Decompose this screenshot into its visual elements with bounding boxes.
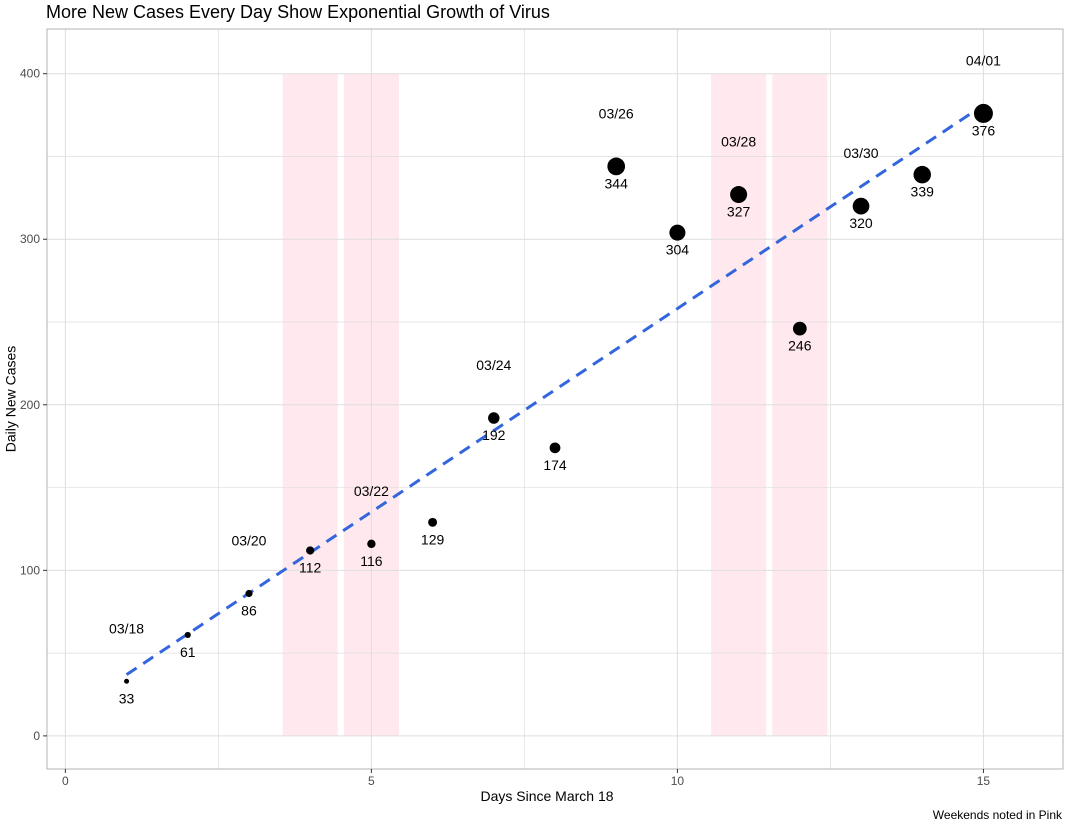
date-label-7: 03/30: [844, 145, 879, 161]
y-tick-label-300: 300: [20, 232, 40, 246]
value-label-13: 320: [849, 215, 873, 231]
value-label-6: 129: [421, 531, 445, 547]
trend-layer: [125, 103, 985, 676]
point-labels: 33 61 86 112 116 129 192 174 344 304 327 246 320 339 3…: [109, 52, 1001, 706]
value-label-9: 344: [605, 175, 629, 191]
data-point-9: [607, 157, 626, 176]
x-axis-ticks: 0 5 10 15: [62, 769, 990, 788]
data-point-12: [792, 321, 807, 336]
data-point-6: [428, 517, 438, 527]
data-point-13: [852, 197, 870, 215]
chart-title: More New Cases Every Day Show Exponentia…: [46, 2, 550, 22]
value-label-3: 86: [241, 603, 257, 619]
y-tick-label-200: 200: [20, 398, 40, 412]
date-label-4: 03/24: [476, 357, 511, 373]
data-point-1: [124, 678, 130, 684]
data-point-3: [245, 589, 253, 598]
value-label-10: 304: [666, 242, 690, 258]
trend-line: [125, 103, 985, 676]
value-label-8: 174: [543, 457, 567, 473]
date-label-1: 03/18: [109, 620, 144, 636]
data-point-11: [730, 186, 748, 204]
data-point-8: [549, 442, 561, 454]
data-point-7: [488, 412, 500, 424]
data-point-15: [973, 103, 993, 123]
chart-caption: Weekends noted in Pink: [932, 808, 1062, 822]
y-axis-title: Daily New Cases: [3, 346, 19, 453]
x-tick-label-0: 0: [62, 774, 69, 788]
x-tick-label-15: 15: [977, 774, 991, 788]
date-label-8: 04/01: [966, 52, 1001, 68]
data-points: [124, 103, 993, 684]
date-label-3: 03/22: [354, 483, 389, 499]
value-label-1: 33: [119, 690, 135, 706]
y-tick-label-400: 400: [20, 67, 40, 81]
data-point-14: [913, 165, 931, 184]
y-tick-label-0: 0: [33, 729, 40, 743]
value-label-5: 116: [360, 553, 383, 569]
value-label-11: 327: [727, 204, 751, 220]
x-tick-label-5: 5: [368, 774, 375, 788]
value-label-4: 112: [299, 559, 322, 575]
value-label-12: 246: [788, 338, 812, 354]
value-label-7: 192: [482, 427, 506, 443]
value-label-2: 61: [180, 644, 196, 660]
grid-lines: [47, 29, 1063, 769]
y-tick-label-100: 100: [20, 563, 40, 577]
value-label-15: 376: [972, 122, 996, 138]
x-axis-title: Days Since March 18: [480, 788, 613, 804]
y-axis-ticks: 0 100 200 300 400: [20, 67, 47, 743]
data-point-4: [306, 546, 315, 555]
date-label-2: 03/20: [231, 533, 266, 549]
value-label-14: 339: [911, 184, 935, 200]
data-point-2: [184, 631, 191, 638]
data-point-5: [367, 539, 376, 549]
x-tick-label-10: 10: [671, 774, 685, 788]
plot-panel-border: [46, 28, 1064, 770]
date-label-5: 03/26: [599, 105, 634, 121]
date-label-6: 03/28: [721, 134, 756, 150]
data-point-10: [669, 224, 686, 241]
